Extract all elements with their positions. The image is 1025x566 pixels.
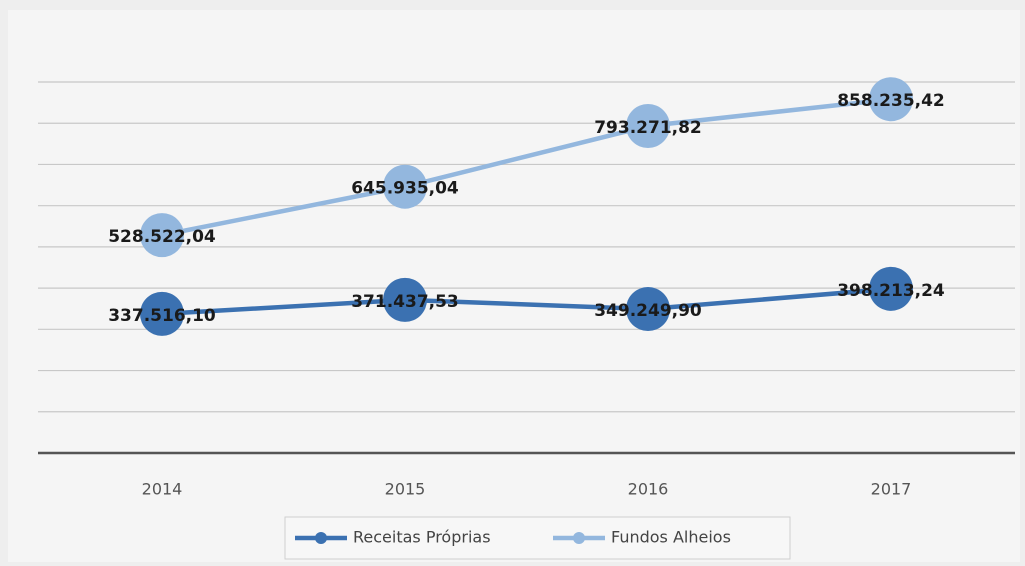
marker <box>383 277 427 322</box>
value-label: 528.522,04 <box>108 227 216 247</box>
legend-box <box>284 516 791 560</box>
value-label: 645.935,04 <box>351 179 459 199</box>
value-label: 793.271,82 <box>594 118 702 138</box>
x-tick-label: 2014 <box>142 480 183 499</box>
marker <box>383 164 427 209</box>
marker <box>140 291 184 336</box>
x-tick-label: 2017 <box>871 480 912 499</box>
value-label: 371.437,53 <box>351 292 459 312</box>
value-label: 349.249,90 <box>594 301 702 321</box>
x-tick-label: 2016 <box>628 480 669 499</box>
value-label: 337.516,10 <box>108 306 216 326</box>
legend-label: Fundos Alheios <box>611 528 731 547</box>
value-label: 398.213,24 <box>837 281 945 301</box>
marker <box>869 266 913 311</box>
line <box>161 96 892 238</box>
legend-marker <box>573 532 585 544</box>
marker <box>869 77 913 122</box>
marker <box>140 213 184 258</box>
value-label: 858.235,42 <box>837 91 945 111</box>
line <box>161 286 892 317</box>
legend-label: Receitas Próprias <box>353 528 491 547</box>
marker <box>626 103 670 148</box>
marker <box>626 287 670 332</box>
x-tick-label: 2015 <box>385 480 426 499</box>
legend-marker <box>315 532 327 544</box>
